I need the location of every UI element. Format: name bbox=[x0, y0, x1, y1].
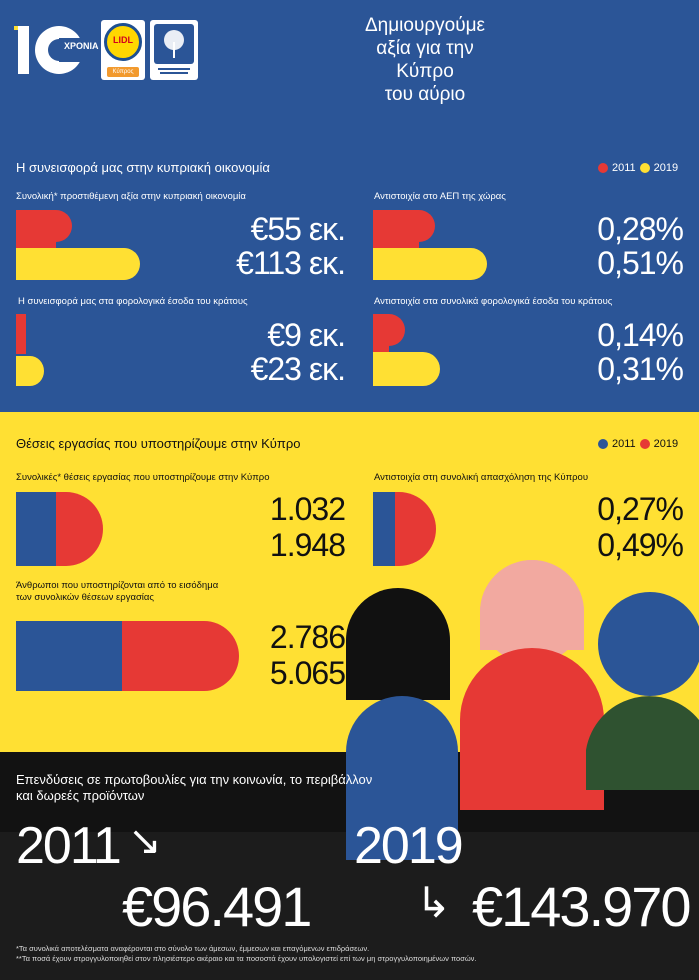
lidl-circle: LIDL bbox=[104, 23, 142, 61]
investment-year-2011: 2011 bbox=[16, 817, 122, 875]
lidl-sub-badge: Κύπρος bbox=[107, 67, 139, 77]
jobs-panel-1-shape bbox=[16, 492, 103, 566]
jobs-panel-2-label: Αντιστοιχία στη συνολική απασχόληση της … bbox=[374, 472, 589, 483]
economy-panel-2-label: Αντιστοιχία στο ΑΕΠ της χώρας bbox=[374, 191, 506, 202]
jobs-panel-1-v2019: 1.948 bbox=[269, 527, 346, 563]
economy-panel-4-v2019: 0,31% bbox=[597, 351, 684, 387]
tree-logo bbox=[150, 20, 198, 80]
legend-label-2019: 2019 bbox=[653, 162, 679, 174]
jobs-panel-3-v2011: 2.786 bbox=[269, 619, 346, 655]
economy-panel-4-v2011: 0,14% bbox=[597, 317, 684, 353]
economy-panel-1-v2011: €55 εκ. bbox=[250, 211, 346, 247]
economy-legend: 2011 2019 bbox=[598, 162, 678, 174]
economy-panel-1-label: Συνολική* προστιθέμενη αξία στην κυπριακ… bbox=[16, 191, 246, 202]
footnote-2: **Τα ποσά έχουν στρογγυλοποιηθεί στον πλ… bbox=[16, 954, 477, 963]
heading-line-2: αξία για την bbox=[376, 38, 474, 59]
economy-panel-2-shape bbox=[373, 210, 487, 280]
jobs-panel-3-shape bbox=[16, 621, 239, 691]
heading-line-3: Κύπρο bbox=[396, 61, 454, 82]
economy-panel-4-label: Αντιστοιχία στα συνολικά φορολογικά έσοδ… bbox=[374, 296, 613, 307]
economy-panel-4-shape bbox=[373, 314, 440, 386]
footnotes: *Τα συνολικά αποτελέσματα αναφέρονται στ… bbox=[16, 944, 686, 964]
investment-value-2019: €143.970 bbox=[472, 875, 692, 938]
economy-panel-1-shape bbox=[16, 210, 140, 280]
economy-panel-3-label: Η συνεισφορά μας στα φορολογικά έσοδα το… bbox=[18, 296, 248, 307]
jobs-panel-1-label: Συνολικές* θέσεις εργασίας που υποστηρίζ… bbox=[16, 472, 270, 483]
economy-panel-1-v2019: €113 εκ. bbox=[236, 245, 346, 281]
jobs-panel-1-v2011: 1.032 bbox=[269, 491, 346, 527]
investment-title-line-2: και δωρεές προϊόντων bbox=[16, 788, 145, 803]
economy-panel-3-shape bbox=[16, 314, 44, 386]
lidl-logo: LIDL Κύπρος bbox=[101, 20, 145, 80]
jobs-panel-2-v2019: 0,49% bbox=[597, 527, 684, 563]
jobs-legend: 2011 2019 bbox=[598, 438, 678, 450]
investment-year-2019: 2019 bbox=[354, 817, 464, 875]
investment-title-line-1: Επενδύσεις σε πρωτοβουλίες για την κοινω… bbox=[16, 772, 373, 787]
legend-dot-red bbox=[639, 439, 650, 449]
heading-line-1: Δημιουργούμε bbox=[364, 15, 486, 36]
economy-panel-2-v2019: 0,51% bbox=[597, 245, 684, 281]
economy-title: Η συνεισφορά μας στην κυπριακή οικονομία bbox=[16, 160, 270, 175]
logo-sub-text: ΧΡΟΝΙΑ bbox=[64, 41, 99, 51]
economy-panel-2-v2011: 0,28% bbox=[597, 211, 684, 247]
legend-label-2011: 2011 bbox=[612, 162, 636, 174]
jobs-panel-3-label-1: Άνθρωποι που υποστηρίζονται από το εισόδ… bbox=[16, 580, 219, 591]
jobs-panel-2-shape bbox=[373, 492, 436, 566]
jobs-title: Θέσεις εργασίας που υποστηρίζουμε στην Κ… bbox=[16, 436, 301, 451]
economy-panel-3-v2011: €9 εκ. bbox=[267, 317, 346, 353]
jobs-panel-3-label-2: των συνολικών θέσεων εργασίας bbox=[16, 592, 154, 603]
jobs-legend-label-2011: 2011 bbox=[612, 438, 636, 450]
ten-years-logo: ΧΡΟΝΙΑ bbox=[14, 20, 99, 78]
lidl-text: LIDL bbox=[113, 35, 133, 45]
arrow-down-right-icon: ↘ bbox=[128, 819, 161, 863]
jobs-legend-label-2019: 2019 bbox=[653, 438, 679, 450]
legend-dot-yellow bbox=[639, 163, 650, 173]
investment-value-2011: €96.491 bbox=[122, 875, 312, 938]
economy-panel-3-v2019: €23 εκ. bbox=[250, 351, 346, 387]
people-illustration bbox=[346, 560, 699, 860]
jobs-panel-3-v2019: 5.065 bbox=[269, 655, 346, 691]
jobs-panel-2-v2011: 0,27% bbox=[597, 491, 684, 527]
footnote-1: *Τα συνολικά αποτελέσματα αναφέρονται στ… bbox=[16, 944, 370, 953]
heading-line-4: του αύριο bbox=[384, 84, 466, 105]
arrow-down-right-corner-icon: ↳ bbox=[416, 879, 451, 926]
legend-dot-blue bbox=[598, 439, 608, 449]
page-heading: Δημιουργούμε αξία για την Κύπρο του αύρι… bbox=[330, 14, 520, 106]
legend-dot-red bbox=[598, 163, 608, 173]
investment-title: Επενδύσεις σε πρωτοβουλίες για την κοινω… bbox=[16, 772, 372, 804]
